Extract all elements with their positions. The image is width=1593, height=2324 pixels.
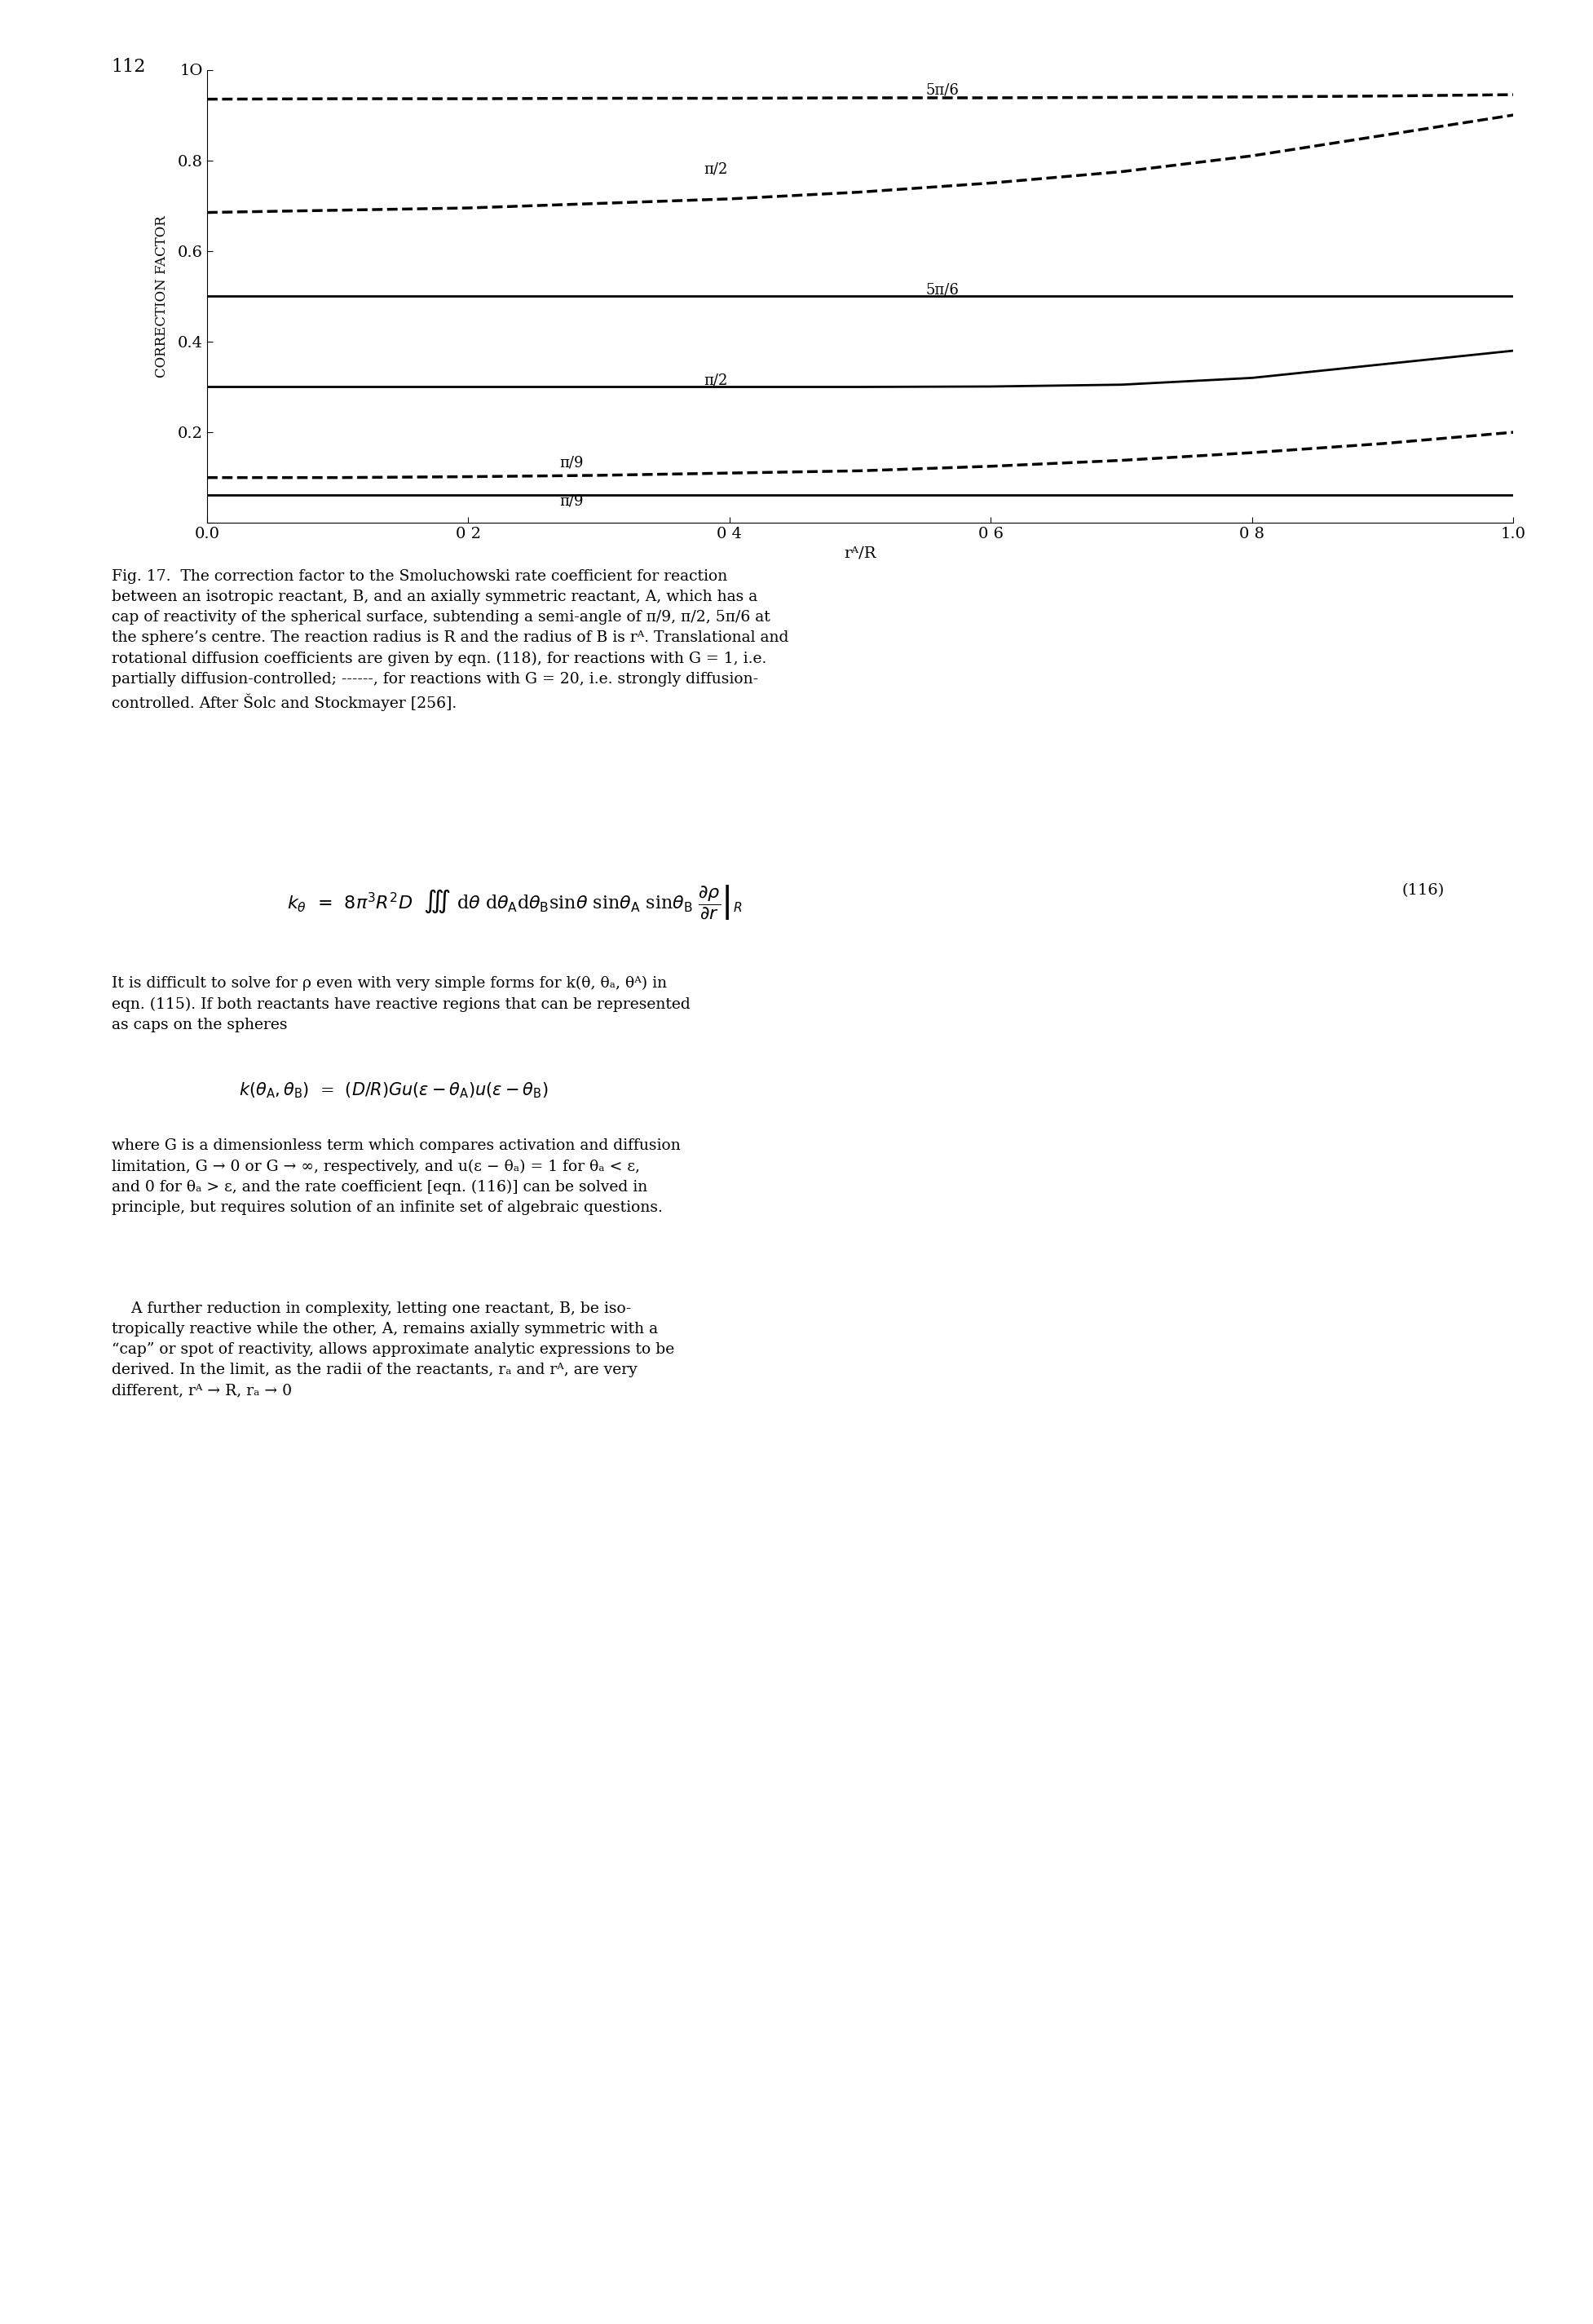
Text: It is difficult to solve for ρ even with very simple forms for k(θ, θₐ, θᴬ) in
e: It is difficult to solve for ρ even with… (112, 976, 690, 1032)
Text: π/9: π/9 (559, 456, 583, 469)
Text: 5π/6: 5π/6 (926, 84, 959, 98)
Y-axis label: CORRECTION FACTOR: CORRECTION FACTOR (155, 216, 169, 376)
Text: Fig. 17.  The correction factor to the Smoluchowski rate coefficient for reactio: Fig. 17. The correction factor to the Sm… (112, 569, 789, 711)
X-axis label: rᴬ/R: rᴬ/R (844, 546, 876, 560)
Text: where G is a dimensionless term which compares activation and diffusion
limitati: where G is a dimensionless term which co… (112, 1139, 680, 1215)
Text: $k_\theta$  =  $8\pi^3 R^2 D$  $\iiint$ d$\theta$ d$\theta_{\rm A}$d$\theta_{\rm: $k_\theta$ = $8\pi^3 R^2 D$ $\iiint$ d$\… (287, 883, 742, 920)
Text: $k(\theta_{\rm A}, \theta_{\rm B})$  =  $(D/R)Gu(\varepsilon - \theta_{\rm A})u(: $k(\theta_{\rm A}, \theta_{\rm B})$ = $(… (239, 1081, 548, 1099)
Text: (116): (116) (1402, 883, 1445, 897)
Text: A further reduction in complexity, letting one reactant, B, be iso-
tropically r: A further reduction in complexity, letti… (112, 1301, 674, 1397)
Text: π/2: π/2 (704, 163, 728, 177)
Text: π/2: π/2 (704, 372, 728, 388)
Text: 112: 112 (112, 58, 147, 77)
Text: 5π/6: 5π/6 (926, 281, 959, 297)
Text: π/9: π/9 (559, 493, 583, 509)
